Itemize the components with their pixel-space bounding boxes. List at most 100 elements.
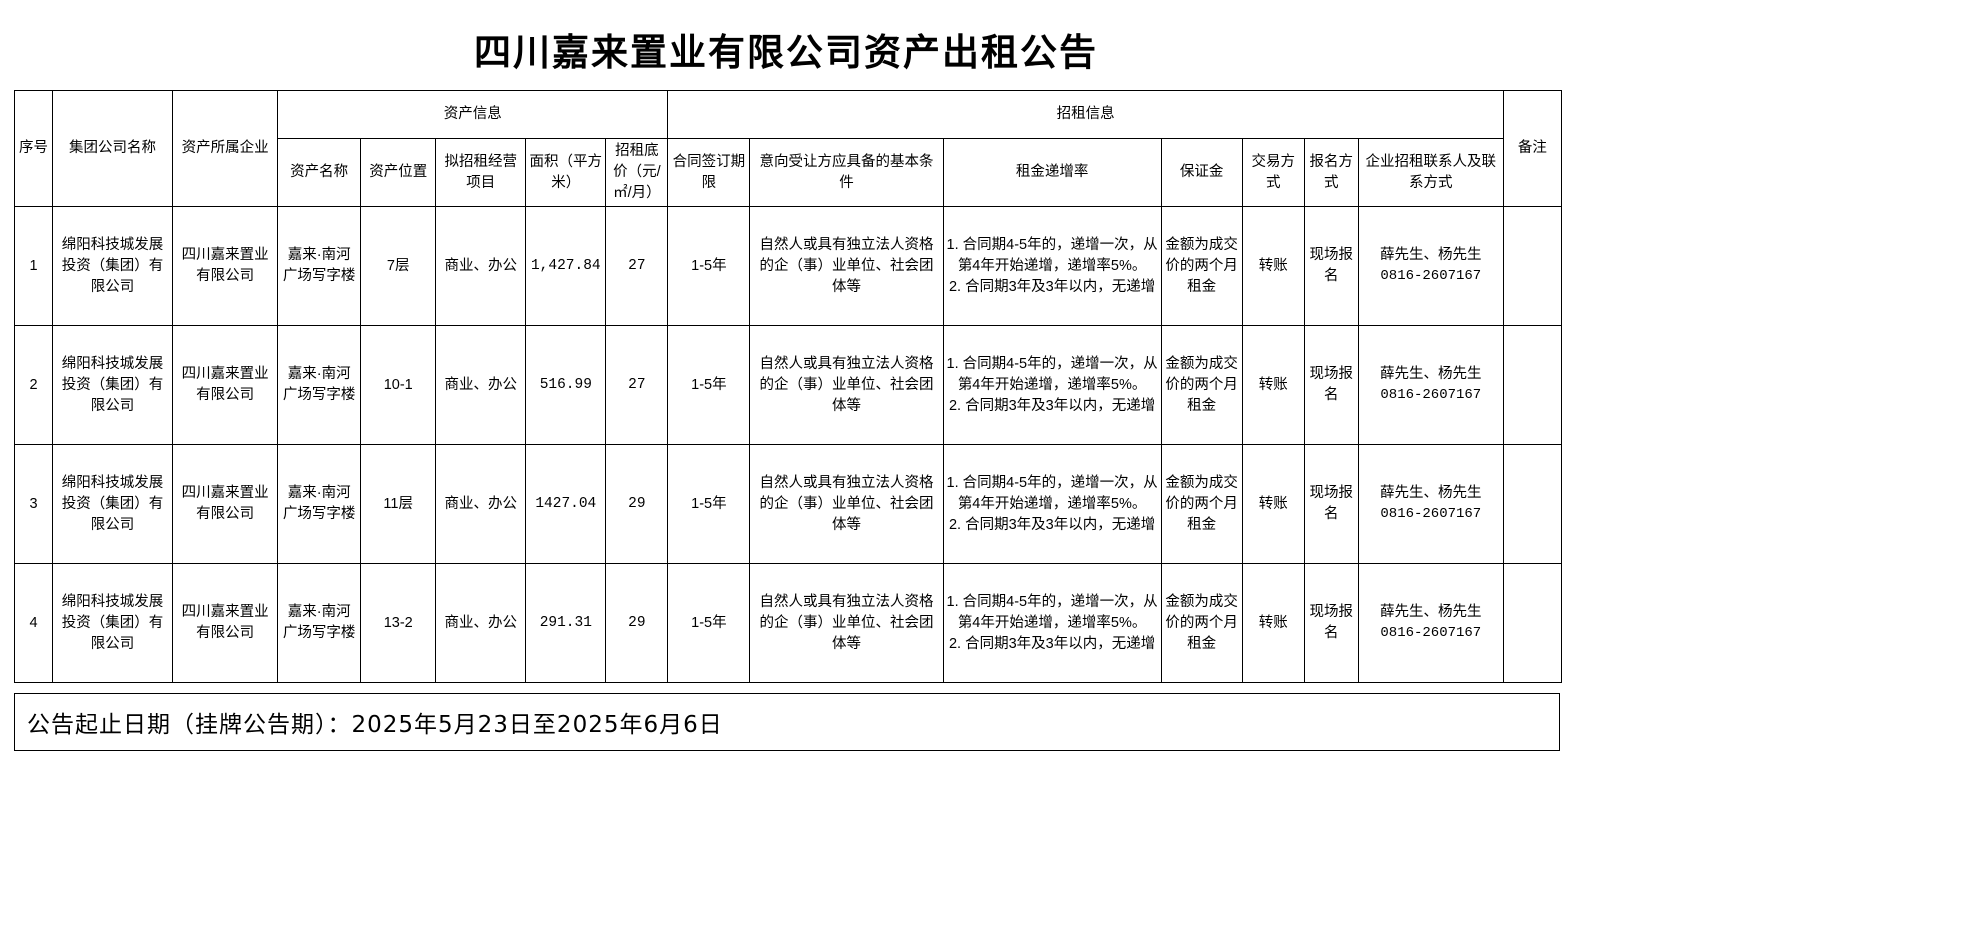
contact-phone: 0816-2607167: [1380, 268, 1482, 285]
page-title: 四川嘉来置业有限公司资产出租公告: [474, 31, 1098, 74]
cell-asset-name: 嘉来·南河广场写字楼: [277, 325, 362, 446]
cell-basic-conditions: 自然人或具有独立法人资格的企（事）业单位、社会团体等: [749, 325, 944, 446]
cell-asset-location: 10-1: [360, 325, 437, 446]
contact-name: 薛先生、杨先生: [1380, 366, 1482, 383]
cell-contact: 薛先生、杨先生 0816-2607167: [1357, 206, 1504, 327]
cell-intended-business: 商业、办公: [435, 325, 527, 446]
col-header-rent-increase: 租金递增率: [942, 137, 1162, 208]
col-header-asset-name: 资产名称: [277, 137, 362, 208]
cell-rent-increase: 1. 合同期4-5年的，递增一次，从第4年开始递增，递增率5%。 2. 合同期3…: [942, 563, 1162, 684]
cell-remarks: [1502, 325, 1563, 446]
cell-area: 1427.04: [525, 444, 607, 565]
notice-period-bar: 公告起止日期（挂牌公告期）：2025年5月23日至2025年6月6日: [14, 693, 1560, 752]
cell-owner-enterprise: 四川嘉来置业有限公司: [172, 206, 279, 327]
col-header-rent-info: 招租信息: [667, 90, 1504, 139]
cell-deposit: 金额为成交价的两个月租金: [1160, 444, 1243, 565]
cell-area: 516.99: [525, 325, 607, 446]
col-header-asset-location: 资产位置: [360, 137, 437, 208]
col-header-contact: 企业招租联系人及联系方式: [1357, 137, 1504, 208]
col-header-contract-term: 合同签订期限: [667, 137, 751, 208]
cell-contact: 薛先生、杨先生 0816-2607167: [1357, 325, 1504, 446]
cell-base-price: 27: [605, 325, 669, 446]
col-header-registration-method: 报名方式: [1303, 137, 1359, 208]
contact-name: 薛先生、杨先生: [1380, 247, 1482, 264]
col-header-seq: 序号: [13, 89, 54, 208]
table-row: 4 绵阳科技城发展投资（集团）有限公司 四川嘉来置业有限公司 嘉来·南河广场写字…: [13, 563, 1563, 684]
cell-intended-business: 商业、办公: [435, 563, 527, 684]
cell-transaction-method: 转账: [1241, 444, 1305, 565]
cell-asset-name: 嘉来·南河广场写字楼: [277, 206, 362, 327]
contact-phone: 0816-2607167: [1380, 625, 1482, 642]
cell-registration-method: 现场报名: [1303, 325, 1359, 446]
rent-increase-line-1: 1. 合同期4-5年的，递增一次，从第4年开始递增，递增率5%。: [946, 236, 1158, 274]
rent-increase-line-2: 2. 合同期3年及3年以内，无递增: [948, 516, 1156, 533]
cell-registration-method: 现场报名: [1303, 206, 1359, 327]
cell-asset-location: 13-2: [360, 563, 437, 684]
cell-basic-conditions: 自然人或具有独立法人资格的企（事）业单位、社会团体等: [749, 444, 944, 565]
cell-transaction-method: 转账: [1241, 325, 1305, 446]
cell-basic-conditions: 自然人或具有独立法人资格的企（事）业单位、社会团体等: [749, 563, 944, 684]
cell-group-company: 绵阳科技城发展投资（集团）有限公司: [52, 206, 174, 327]
cell-owner-enterprise: 四川嘉来置业有限公司: [172, 325, 279, 446]
col-header-intended-business: 拟招租经营项目: [435, 137, 527, 208]
cell-contract-term: 1-5年: [667, 325, 751, 446]
cell-contract-term: 1-5年: [667, 444, 751, 565]
cell-area: 1,427.84: [525, 206, 607, 327]
col-header-asset-info: 资产信息: [277, 90, 669, 139]
col-header-area: 面积（平方米）: [525, 137, 607, 208]
cell-owner-enterprise: 四川嘉来置业有限公司: [172, 563, 279, 684]
cell-group-company: 绵阳科技城发展投资（集团）有限公司: [52, 325, 174, 446]
header-sub-row: 资产名称 资产位置 拟招租经营项目 面积（平方米） 招租底价（元/㎡/月） 合同…: [15, 137, 1562, 208]
table-row: 1 绵阳科技城发展投资（集团）有限公司 四川嘉来置业有限公司 嘉来·南河广场写字…: [13, 206, 1563, 327]
contact-phone: 0816-2607167: [1380, 387, 1482, 404]
contact-phone: 0816-2607167: [1380, 506, 1482, 523]
cell-contact: 薛先生、杨先生 0816-2607167: [1357, 563, 1504, 684]
cell-seq: 3: [13, 444, 54, 565]
announcement-page: 四川嘉来置业有限公司资产出租公告 序号 集团公司名称 资产所属企业: [13, 31, 1563, 752]
cell-seq: 2: [13, 325, 54, 446]
col-header-remarks: 备注: [1502, 89, 1563, 208]
cell-owner-enterprise: 四川嘉来置业有限公司: [172, 444, 279, 565]
cell-base-price: 29: [605, 444, 669, 565]
cell-group-company: 绵阳科技城发展投资（集团）有限公司: [52, 563, 174, 684]
cell-group-company: 绵阳科技城发展投资（集团）有限公司: [52, 444, 174, 565]
cell-base-price: 27: [605, 206, 669, 327]
cell-registration-method: 现场报名: [1303, 563, 1359, 684]
contact-name: 薛先生、杨先生: [1380, 485, 1482, 502]
col-header-owner-enterprise: 资产所属企业: [172, 89, 279, 208]
col-header-deposit: 保证金: [1160, 137, 1243, 208]
rent-increase-line-1: 1. 合同期4-5年的，递增一次，从第4年开始递增，递增率5%。: [946, 474, 1158, 512]
cell-asset-location: 7层: [360, 206, 437, 327]
cell-basic-conditions: 自然人或具有独立法人资格的企（事）业单位、社会团体等: [749, 206, 944, 327]
cell-asset-name: 嘉来·南河广场写字楼: [277, 444, 362, 565]
asset-rental-table: 序号 集团公司名称 资产所属企业 资产信息 招租信息 备注 资产名称 资产位置 …: [13, 89, 1563, 684]
cell-contact: 薛先生、杨先生 0816-2607167: [1357, 444, 1504, 565]
cell-remarks: [1502, 206, 1563, 327]
cell-area: 291.31: [525, 563, 607, 684]
cell-asset-location: 11层: [360, 444, 437, 565]
cell-intended-business: 商业、办公: [435, 444, 527, 565]
rent-increase-line-2: 2. 合同期3年及3年以内，无递增: [948, 397, 1156, 414]
rent-increase-line-2: 2. 合同期3年及3年以内，无递增: [948, 278, 1156, 295]
cell-asset-name: 嘉来·南河广场写字楼: [277, 563, 362, 684]
cell-contract-term: 1-5年: [667, 563, 751, 684]
cell-seq: 4: [13, 563, 54, 684]
col-header-transaction-method: 交易方式: [1241, 137, 1305, 208]
table-row: 2 绵阳科技城发展投资（集团）有限公司 四川嘉来置业有限公司 嘉来·南河广场写字…: [13, 325, 1563, 446]
cell-rent-increase: 1. 合同期4-5年的，递增一次，从第4年开始递增，递增率5%。 2. 合同期3…: [942, 206, 1162, 327]
cell-seq: 1: [13, 206, 54, 327]
contact-name: 薛先生、杨先生: [1380, 604, 1482, 621]
cell-registration-method: 现场报名: [1303, 444, 1359, 565]
col-header-group-company: 集团公司名称: [52, 89, 174, 208]
cell-base-price: 29: [605, 563, 669, 684]
cell-remarks: [1502, 563, 1563, 684]
col-header-base-price: 招租底价（元/㎡/月）: [605, 137, 669, 208]
rent-increase-line-2: 2. 合同期3年及3年以内，无递增: [948, 635, 1156, 652]
cell-intended-business: 商业、办公: [435, 206, 527, 327]
cell-transaction-method: 转账: [1241, 206, 1305, 327]
cell-contract-term: 1-5年: [667, 206, 751, 327]
rent-increase-line-1: 1. 合同期4-5年的，递增一次，从第4年开始递增，递增率5%。: [946, 355, 1158, 393]
cell-rent-increase: 1. 合同期4-5年的，递增一次，从第4年开始递增，递增率5%。 2. 合同期3…: [942, 444, 1162, 565]
cell-transaction-method: 转账: [1241, 563, 1305, 684]
cell-deposit: 金额为成交价的两个月租金: [1160, 206, 1243, 327]
